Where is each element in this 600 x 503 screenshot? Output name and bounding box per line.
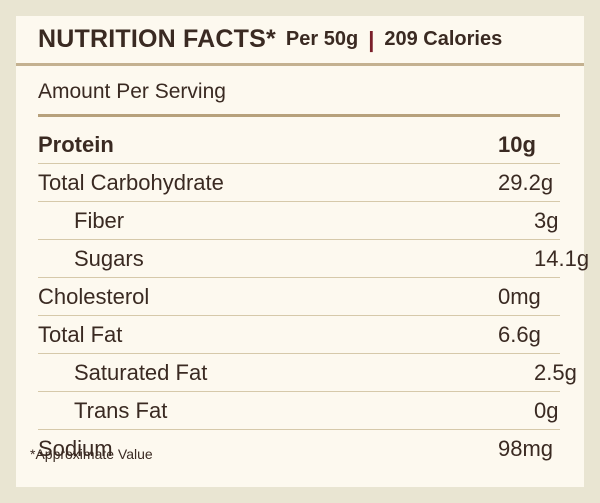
nutrition-header: NUTRITION FACTS* Per 50g | 209 Calories	[16, 16, 584, 66]
nutrient-row-sodium: Sodium 98mg	[38, 430, 560, 468]
header-separator: |	[368, 26, 375, 52]
nutrition-facts-card: NUTRITION FACTS* Per 50g | 209 Calories …	[16, 16, 589, 487]
nutrient-label: Fiber	[74, 207, 125, 233]
nutrient-label: Saturated Fat	[74, 359, 208, 385]
nutrient-value: 10g	[498, 131, 536, 157]
nutrition-title: NUTRITION FACTS*	[38, 25, 276, 53]
nutrient-label: Protein	[38, 131, 114, 157]
nutrient-value: 29.2g	[498, 169, 554, 195]
serving-size: Per 50g	[285, 28, 359, 50]
nutrient-value: 0mg	[498, 283, 541, 309]
nutrient-value: 3g	[534, 207, 559, 233]
nutrient-value: 0g	[534, 397, 559, 423]
footnote: *Approximate Value	[30, 446, 153, 462]
nutrient-row-saturated-fat: Saturated Fat 2.5g	[38, 354, 577, 392]
nutrient-row-protein: Protein 10g	[38, 126, 560, 164]
calories: 209 Calories	[384, 28, 503, 50]
nutrient-label: Sodium	[38, 436, 113, 461]
nutrient-row-cholesterol: Cholesterol 0mg	[38, 278, 560, 316]
divider	[38, 114, 560, 117]
nutrient-row-total-fat: Total Fat 6.6g	[38, 316, 560, 354]
nutrient-value: 14.1g	[534, 245, 590, 271]
nutrient-label: Trans Fat	[74, 397, 168, 423]
amount-per-serving-label: Amount Per Serving	[38, 80, 226, 103]
nutrient-label: Cholesterol	[38, 283, 150, 309]
nutrient-value: 6.6g	[498, 321, 541, 347]
nutrient-value: 2.5g	[534, 359, 577, 385]
nutrient-row-trans-fat: Trans Fat 0g	[38, 392, 560, 430]
nutrient-value: 98mg	[498, 436, 554, 461]
nutrient-label: Sugars	[74, 245, 144, 271]
nutrient-row-fiber: Fiber 3g	[38, 202, 560, 240]
nutrient-label: Total Fat	[38, 321, 123, 347]
nutrient-row-total-carbohydrate: Total Carbohydrate 29.2g	[38, 164, 560, 202]
nutrient-row-sugars: Sugars 14.1g	[38, 240, 589, 278]
nutrient-label: Total Carbohydrate	[38, 169, 224, 195]
